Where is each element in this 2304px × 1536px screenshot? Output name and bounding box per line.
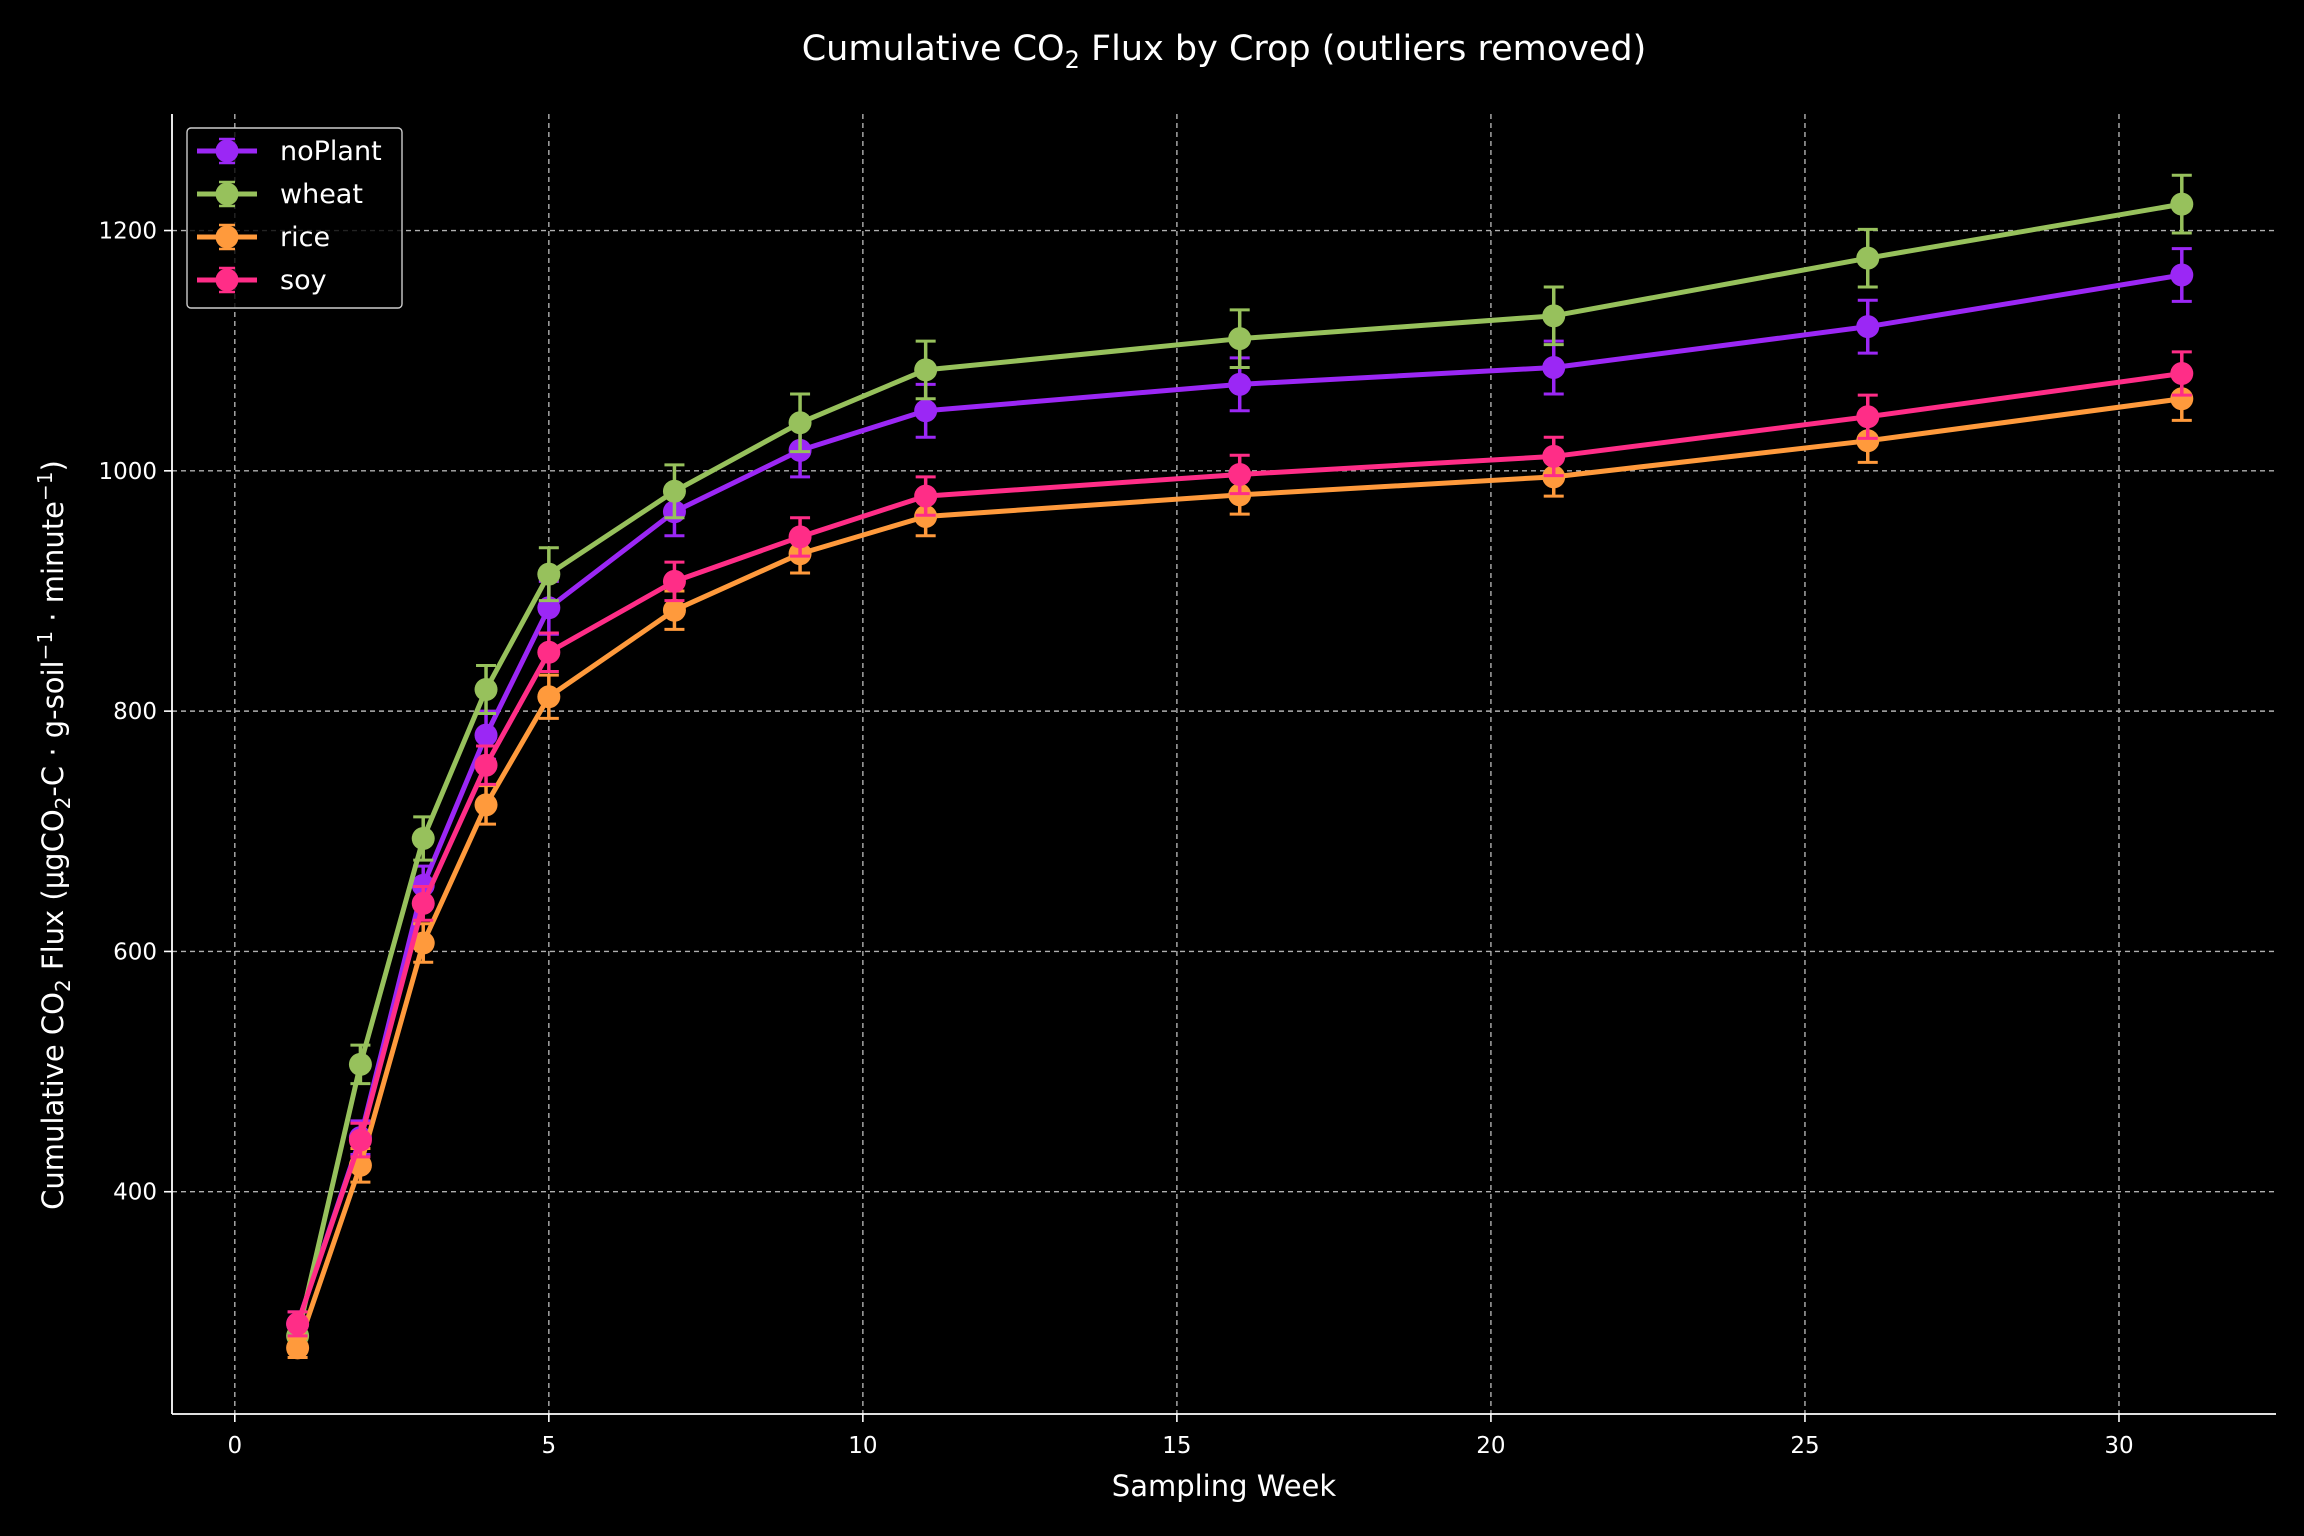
data-point xyxy=(788,411,812,435)
data-point xyxy=(914,399,938,423)
y-axis-label: Cumulative CO2 Flux (μgCO2-C · g-soil−1 … xyxy=(33,460,75,1210)
y-tick-label: 1200 xyxy=(98,219,157,245)
data-point xyxy=(411,891,435,915)
data-point xyxy=(286,1336,310,1360)
legend-marker xyxy=(215,139,239,163)
y-tick-label: 600 xyxy=(113,939,157,965)
data-point xyxy=(1228,327,1252,351)
data-point xyxy=(914,358,938,382)
data-point xyxy=(1228,372,1252,396)
data-point xyxy=(348,1128,372,1152)
data-point xyxy=(537,640,561,664)
axes xyxy=(171,114,2276,1415)
x-tick-label: 30 xyxy=(2104,1433,2133,1459)
data-point xyxy=(348,1052,372,1076)
series-line xyxy=(295,272,2183,1325)
grid-lines xyxy=(172,114,2276,1414)
data-point xyxy=(1856,405,1880,429)
y-tick-label: 400 xyxy=(113,1180,157,1206)
data-point xyxy=(914,484,938,508)
legend-marker xyxy=(215,182,239,206)
data-point xyxy=(1542,444,1566,468)
x-tick-label: 25 xyxy=(1790,1433,1819,1459)
data-point xyxy=(1542,304,1566,328)
data-point xyxy=(474,753,498,777)
x-tick-label: 10 xyxy=(848,1433,877,1459)
legend-label: rice xyxy=(280,222,330,253)
data-point xyxy=(537,562,561,586)
data-point xyxy=(537,685,561,709)
data-point xyxy=(286,1312,310,1336)
legend: noPlant wheat rice soy xyxy=(186,127,403,309)
legend-label: noPlant xyxy=(280,136,382,167)
series-line xyxy=(295,371,2183,1325)
data-point xyxy=(662,569,686,593)
legend-marker xyxy=(215,225,239,249)
data-point xyxy=(1856,315,1880,339)
data-point xyxy=(474,678,498,702)
data-point xyxy=(2170,387,2194,411)
series-layer xyxy=(286,173,2194,1360)
data-point xyxy=(2170,192,2194,216)
data-point xyxy=(2170,362,2194,386)
legend-label: soy xyxy=(280,265,327,296)
x-tick-label: 15 xyxy=(1162,1433,1191,1459)
y-tick-label: 1000 xyxy=(98,459,157,485)
data-point xyxy=(1856,429,1880,453)
legend-label: wheat xyxy=(280,179,363,210)
data-point xyxy=(662,479,686,503)
chart-title: Cumulative CO2 Flux by Crop (outliers re… xyxy=(802,29,1647,74)
y-axis-ticks: 400 600 800 1000 1200 xyxy=(98,219,172,1206)
legend-entry-soy: soy xyxy=(197,265,327,296)
x-tick-label: 5 xyxy=(542,1433,557,1459)
legend-entry-wheat: wheat xyxy=(197,179,363,210)
legend-marker xyxy=(215,268,239,292)
series-line xyxy=(295,396,2183,1349)
data-point xyxy=(474,723,498,747)
data-point xyxy=(2170,263,2194,287)
data-point xyxy=(411,826,435,850)
legend-entry-noPlant: noPlant xyxy=(197,136,382,167)
legend-entry-rice: rice xyxy=(197,222,330,253)
legend-box xyxy=(186,127,403,309)
series-line xyxy=(295,201,2183,1337)
data-point xyxy=(411,931,435,955)
x-tick-label: 0 xyxy=(227,1433,242,1459)
data-point xyxy=(474,793,498,817)
data-point xyxy=(1228,462,1252,486)
data-point xyxy=(788,525,812,549)
series-soy xyxy=(286,350,2194,1338)
data-point xyxy=(662,598,686,622)
x-axis-label: Sampling Week xyxy=(1112,1469,1337,1503)
y-tick-label: 800 xyxy=(113,699,157,725)
x-tick-label: 20 xyxy=(1476,1433,1505,1459)
data-point xyxy=(1856,246,1880,270)
data-point xyxy=(1542,356,1566,380)
x-axis-ticks: 0 5 10 15 20 25 30 xyxy=(227,1414,2134,1459)
